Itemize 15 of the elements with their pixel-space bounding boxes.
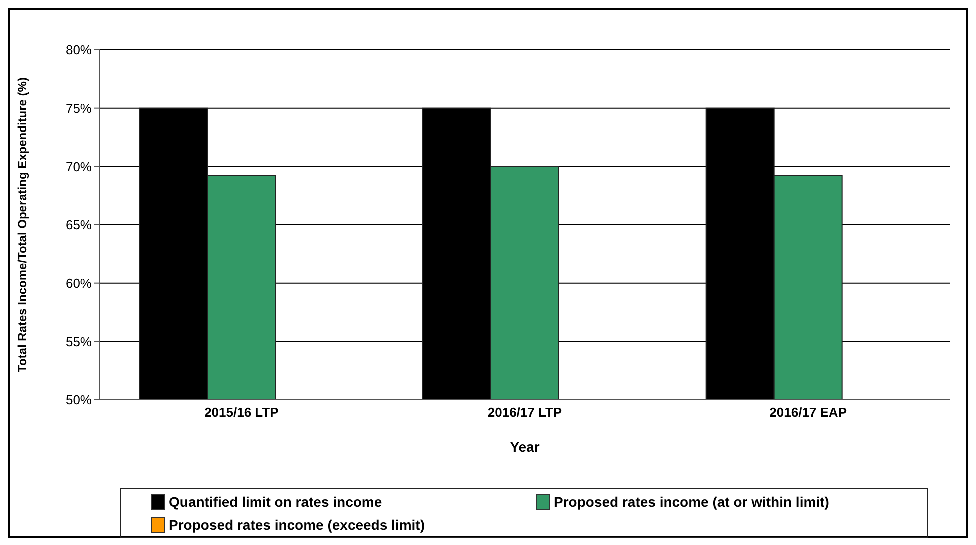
legend-label: Quantified limit on rates income bbox=[169, 494, 382, 510]
y-tick-label: 65% bbox=[66, 218, 92, 233]
y-tick-label: 60% bbox=[66, 276, 92, 291]
legend-label: Proposed rates income (at or within limit) bbox=[554, 494, 830, 510]
x-tick-label: 2016/17 EAP bbox=[770, 405, 848, 420]
y-axis-title: Total Rates Income/Total Operating Expenditure (%) bbox=[15, 78, 30, 372]
x-axis-title: Year bbox=[510, 439, 540, 455]
y-tick-label: 50% bbox=[66, 392, 92, 408]
x-tick-label: 2016/17 LTP bbox=[488, 405, 562, 420]
y-tick-label: 55% bbox=[66, 334, 92, 350]
y-tick-label: 75% bbox=[66, 100, 92, 116]
legend-label: Proposed rates income (exceeds limit) bbox=[169, 517, 425, 533]
x-tick-label: 2015/16 LTP bbox=[204, 405, 280, 420]
y-tick-label: 70% bbox=[66, 159, 92, 174]
y-tick-label: 80% bbox=[66, 42, 92, 58]
